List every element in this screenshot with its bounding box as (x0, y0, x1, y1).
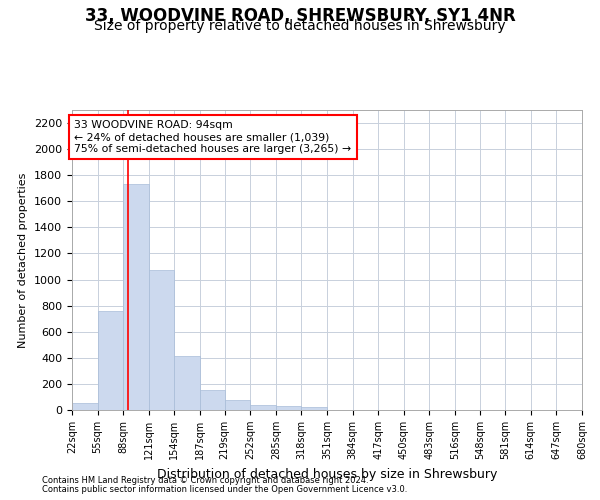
Bar (224, 400, 250, 410)
Bar (301, 407, 327, 410)
Bar (200, 390, 224, 410)
Bar (175, 356, 200, 410)
Bar (72, 404, 98, 410)
Bar (250, 405, 276, 410)
Y-axis label: Number of detached properties: Number of detached properties (19, 172, 28, 348)
Text: 33 WOODVINE ROAD: 94sqm
← 24% of detached houses are smaller (1,039)
75% of semi: 33 WOODVINE ROAD: 94sqm ← 24% of detache… (74, 120, 352, 154)
Text: 33, WOODVINE ROAD, SHREWSBURY, SY1 4NR: 33, WOODVINE ROAD, SHREWSBURY, SY1 4NR (85, 8, 515, 26)
X-axis label: Distribution of detached houses by size in Shrewsbury: Distribution of detached houses by size … (157, 468, 497, 480)
Bar (123, 184, 149, 410)
Text: Contains public sector information licensed under the Open Government Licence v3: Contains public sector information licen… (42, 485, 407, 494)
Text: Size of property relative to detached houses in Shrewsbury: Size of property relative to detached ho… (94, 19, 506, 33)
Bar (276, 406, 301, 410)
Bar (98, 311, 123, 410)
Text: Contains HM Land Registry data © Crown copyright and database right 2024.: Contains HM Land Registry data © Crown c… (42, 476, 368, 485)
Bar (149, 270, 175, 410)
